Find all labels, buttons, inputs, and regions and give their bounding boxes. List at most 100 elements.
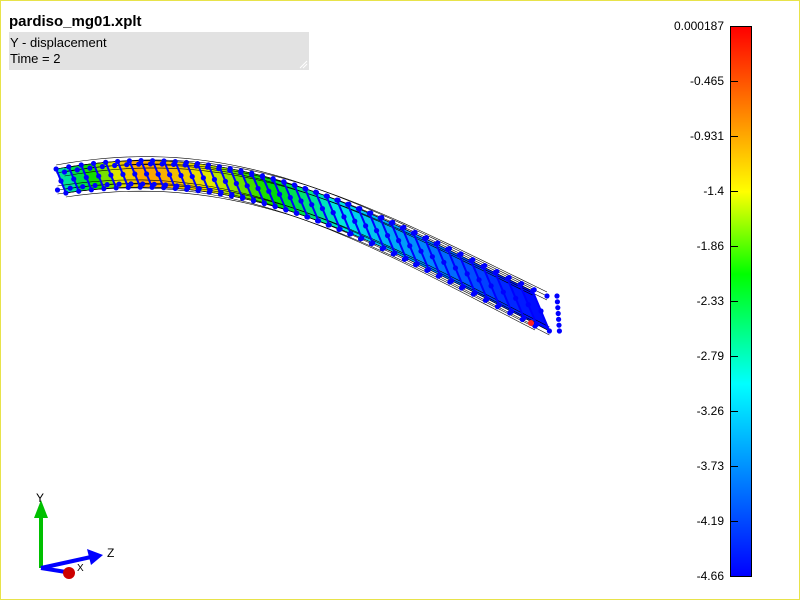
mesh-node	[167, 172, 173, 178]
mesh-node	[76, 188, 82, 194]
mesh-node	[399, 225, 405, 231]
mesh-node	[282, 206, 289, 212]
mesh-node	[80, 184, 86, 190]
mesh-node	[556, 322, 562, 328]
mesh-node	[433, 241, 439, 247]
mesh-node	[174, 183, 180, 189]
info-panel[interactable]: Y - displacement Time = 2	[9, 32, 309, 70]
mesh-node	[205, 162, 212, 168]
colorbar-tick-mark	[730, 466, 738, 467]
colorbar-tick-label: -4.19	[696, 514, 724, 528]
colorbar-tick-label: 0.000187	[673, 19, 724, 33]
resize-grip-icon[interactable]	[299, 60, 308, 69]
mesh-node	[384, 232, 391, 239]
mesh-node	[108, 172, 114, 178]
field-label: Y - displacement	[10, 35, 107, 50]
mesh-node	[244, 183, 250, 189]
mesh-node	[488, 283, 494, 289]
mesh-node	[325, 222, 331, 228]
mesh-node	[302, 185, 308, 192]
mesh-node	[120, 171, 126, 178]
mesh-node	[347, 231, 353, 237]
mesh-node	[355, 206, 362, 212]
mesh-node	[323, 193, 329, 199]
file-title: pardiso_mg01.xplt	[9, 13, 142, 30]
mesh-node	[233, 180, 239, 187]
x-axis-label: X	[77, 563, 84, 574]
mesh-node	[266, 188, 272, 194]
mesh-node	[464, 271, 470, 277]
colorbar-tick-label: -2.33	[696, 294, 724, 308]
mesh-node	[401, 256, 408, 262]
colorbar-tick-label: -1.86	[696, 239, 724, 253]
mesh-node	[116, 181, 122, 187]
mesh-node	[293, 210, 299, 216]
deformed-beam-mesh[interactable]	[53, 156, 563, 336]
mesh-node	[99, 164, 105, 170]
mesh-node	[189, 173, 195, 180]
colorbar-tick-label: -0.931	[689, 129, 724, 143]
mesh-node	[115, 158, 121, 165]
mesh-node	[482, 297, 488, 303]
mesh-node	[504, 276, 511, 282]
mesh-node	[555, 310, 561, 317]
colorbar-tick-label: -3.26	[696, 404, 724, 418]
x-axis-arrow	[63, 567, 75, 579]
mesh-node	[200, 175, 206, 181]
mesh-node	[352, 218, 358, 224]
mesh-node	[238, 168, 244, 174]
mesh-node	[124, 162, 130, 168]
mesh-node	[103, 159, 109, 165]
mesh-node	[291, 182, 297, 188]
colorbar-tick-label: -4.66	[696, 569, 724, 583]
mesh-node	[507, 310, 513, 316]
mesh-node	[441, 259, 447, 265]
colorbar-tick-mark	[730, 26, 738, 27]
mesh-node	[261, 200, 267, 206]
mesh-node	[104, 182, 110, 188]
mesh-node	[396, 238, 402, 244]
mesh-node	[183, 159, 190, 166]
mesh-node	[368, 241, 374, 247]
mesh-node	[555, 305, 561, 311]
mesh-node	[519, 316, 525, 323]
mesh-node	[162, 182, 169, 188]
mesh-node	[218, 189, 224, 195]
mesh-node	[74, 167, 80, 173]
mesh-node	[341, 214, 347, 220]
mesh-node	[345, 201, 351, 207]
mesh-node	[413, 262, 419, 268]
mesh-node	[126, 158, 133, 164]
mesh-node	[194, 161, 201, 167]
mesh-node	[319, 205, 326, 212]
mesh-node	[554, 299, 561, 305]
mesh-node	[88, 187, 94, 193]
mesh-node	[476, 277, 482, 283]
mesh-node	[500, 289, 506, 295]
mesh-node	[546, 328, 553, 334]
colorbar-tick-mark	[730, 191, 738, 192]
mesh-node	[185, 184, 191, 190]
mesh-node	[357, 236, 364, 242]
mesh-node	[468, 258, 474, 264]
mesh-node	[92, 182, 98, 189]
mesh-node	[456, 252, 462, 258]
mesh-node	[492, 270, 498, 276]
colorbar-tick-mark	[730, 356, 738, 357]
model-view[interactable]	[1, 1, 641, 599]
mesh-node	[304, 214, 310, 220]
mesh-node	[58, 178, 64, 184]
mesh-node	[538, 308, 544, 314]
mesh-node	[63, 190, 69, 196]
mesh-node	[67, 185, 73, 191]
colorbar-tick-mark	[730, 521, 738, 522]
selected-node-marker	[528, 320, 534, 326]
x-axis-line	[40, 566, 67, 574]
mesh-node	[388, 220, 394, 226]
mesh-node	[53, 166, 59, 172]
mesh-node	[240, 194, 246, 200]
time-label: Time = 2	[10, 51, 61, 66]
mesh-node	[470, 291, 476, 297]
mesh-node	[71, 176, 77, 182]
